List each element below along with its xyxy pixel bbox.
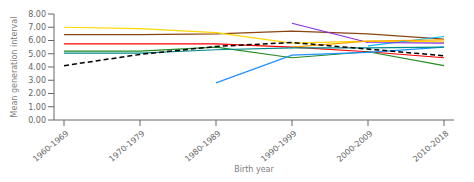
- svg-text:1990-1999: 1990-1999: [259, 129, 298, 164]
- svg-text:2010-2018: 2010-2018: [411, 129, 450, 164]
- svg-text:2000-2009: 2000-2009: [335, 129, 374, 164]
- svg-text:Mean generation interval: Mean generation interval: [10, 17, 19, 118]
- svg-text:5.00: 5.00: [28, 50, 46, 59]
- svg-text:Birth year: Birth year: [234, 165, 274, 174]
- svg-text:1.00: 1.00: [28, 103, 46, 112]
- svg-text:3.00: 3.00: [28, 76, 46, 85]
- svg-text:2.00: 2.00: [28, 89, 46, 98]
- svg-text:6.00: 6.00: [28, 36, 46, 45]
- svg-text:1960-1969: 1960-1969: [31, 129, 70, 164]
- svg-text:7.00: 7.00: [28, 23, 46, 32]
- svg-text:0.00: 0.00: [28, 116, 46, 125]
- svg-text:4.00: 4.00: [28, 63, 46, 72]
- svg-text:1970-1979: 1970-1979: [107, 129, 146, 164]
- svg-text:8.00: 8.00: [28, 10, 46, 19]
- svg-text:1980-1989: 1980-1989: [183, 129, 222, 164]
